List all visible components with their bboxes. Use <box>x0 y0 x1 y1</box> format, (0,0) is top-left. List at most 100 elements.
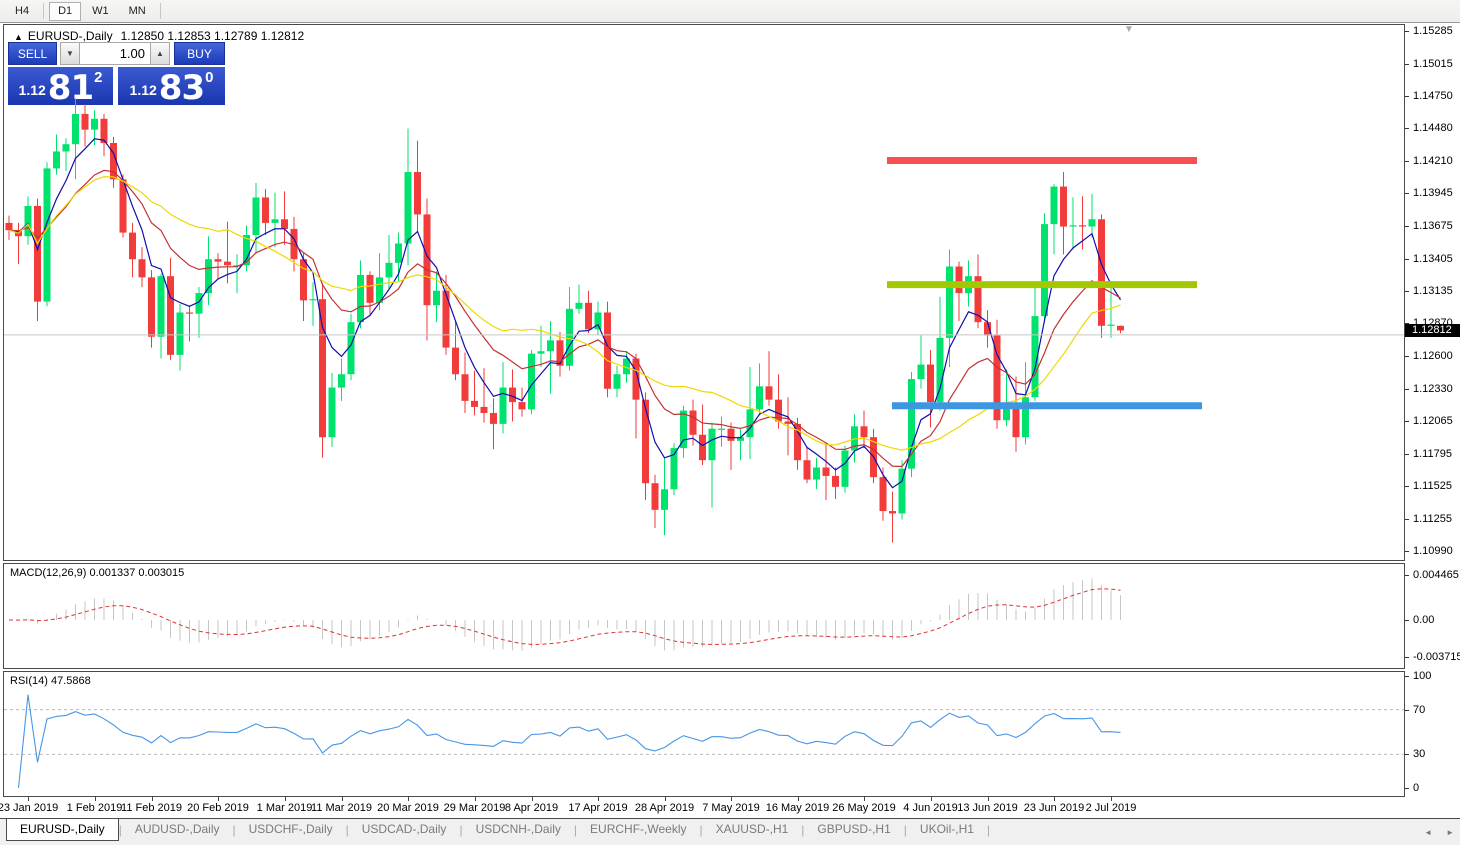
price-axis-label: 100 <box>1413 670 1432 682</box>
time-axis-label: 23 Jun 2019 <box>1023 802 1085 814</box>
price-axis-label: 1.11795 <box>1413 447 1452 460</box>
time-axis-tick <box>531 797 533 801</box>
price-axis-label: 1.11255 <box>1413 512 1452 525</box>
macd-label: MACD(12,26,9) 0.001337 0.003015 <box>10 567 185 579</box>
axis-tick <box>1405 486 1409 488</box>
time-axis-label: 7 May 2019 <box>702 802 760 814</box>
price-axis-label: 1.14750 <box>1413 89 1453 102</box>
time-axis-tick <box>731 797 732 801</box>
axis-tick <box>1405 388 1409 390</box>
tabs-scroll-left-icon[interactable]: ◄ <box>1424 828 1433 837</box>
time-axis-tick <box>930 797 932 801</box>
price-axis-label: 1.11525 <box>1413 480 1452 493</box>
tab-scroll-arrows: ◄ ► <box>1410 828 1454 837</box>
axis-tick <box>1405 420 1409 422</box>
axis-tick <box>1405 676 1409 677</box>
timeframe-d1-button[interactable]: D1 <box>49 1 82 21</box>
tab-separator: | <box>699 823 703 837</box>
symbol-tab-gbpusd-h1[interactable]: GBPUSD-,H1 <box>817 822 891 836</box>
arrow-down-icon: ▼ <box>66 49 74 58</box>
time-axis-label: 8 Apr 2019 <box>504 802 559 814</box>
time-axis-label: 17 Apr 2019 <box>568 802 628 814</box>
time-axis-label: 11 Mar 2019 <box>311 802 372 814</box>
time-axis-label: 11 Feb 2019 <box>121 802 182 814</box>
time-axis-label: 1 Mar 2019 <box>256 802 313 814</box>
axis-tick <box>1405 754 1409 756</box>
chart-ohlc-values: 1.12850 1.12853 1.12789 1.12812 <box>120 29 305 43</box>
axis-tick <box>1405 453 1409 455</box>
axis-tick <box>1405 128 1409 130</box>
time-axis-label: 4 Jun 2019 <box>903 802 958 814</box>
price-axis-label: 1.15015 <box>1413 57 1453 70</box>
price-scale[interactable]: 1.15285 1.15015 1.14750 1.14480 1.14210 1.139… <box>1405 24 1460 797</box>
time-axis-tick <box>987 797 989 801</box>
time-scale[interactable]: 23 Jan 2019 1 Feb 2019 11 Feb 2019 20 Feb 2… <box>0 797 1460 818</box>
symbol-tab-eurchf-weekly[interactable]: EURCHF-,Weekly <box>590 822 687 836</box>
tab-separator: | <box>232 823 236 837</box>
tab-separator: | <box>573 823 578 837</box>
symbol-tab-usdchf-daily[interactable]: USDCHF-,Daily <box>248 822 333 836</box>
price-axis-label: 0 <box>1413 782 1420 794</box>
price-axis-label: 0.00 <box>1413 614 1435 626</box>
axis-tick <box>1405 356 1409 358</box>
time-axis-label: 13 Jun 2019 <box>957 802 1018 814</box>
symbol-tab-audusd-daily[interactable]: AUDUSD-,Daily <box>134 822 220 836</box>
time-axis-label: 2 Jul 2019 <box>1085 802 1137 814</box>
axis-tick <box>1405 323 1409 325</box>
price-axis-label: 1.12330 <box>1413 382 1453 395</box>
time-axis-tick <box>284 797 286 801</box>
volume-decrease-button[interactable]: ▼ <box>60 42 80 65</box>
tab-separator: | <box>459 823 463 837</box>
symbol-tab-xauusd-h1[interactable]: XAUUSD-,H1 <box>715 822 789 836</box>
macd-panel[interactable]: MACD(12,26,9) 0.001337 0.003015 <box>3 563 1405 669</box>
price-axis-label: 1.14480 <box>1413 122 1453 135</box>
time-axis-tick <box>474 797 476 801</box>
sell-price-prefix: 1.12 <box>18 82 46 98</box>
axis-tick <box>1405 291 1409 293</box>
buy-price-display[interactable]: 1.12 83 0 <box>118 67 225 105</box>
macd-canvas[interactable] <box>4 564 1404 668</box>
buy-button[interactable]: BUY <box>174 42 225 65</box>
axis-tick <box>1405 657 1409 659</box>
axis-tick <box>1405 161 1409 163</box>
timeframe-mn-button[interactable]: MN <box>128 4 146 17</box>
time-axis-tick <box>797 797 799 801</box>
chart-symbol-label: EURUSD-,Daily <box>27 29 113 43</box>
volume-input[interactable] <box>80 42 150 65</box>
time-axis-tick <box>864 797 865 801</box>
price-axis-label: 1.10990 <box>1413 545 1453 557</box>
sell-price-big: 81 <box>47 67 94 108</box>
symbol-tab-usdcad-daily[interactable]: USDCAD-,Daily <box>361 822 447 836</box>
rsi-canvas[interactable] <box>4 672 1404 796</box>
timeframe-h4-button[interactable]: H4 <box>15 4 30 17</box>
price-axis-label: -0.003715 <box>1413 651 1460 664</box>
price-axis-label: 1.13135 <box>1413 285 1453 298</box>
price-axis-label: 1.12065 <box>1413 414 1453 427</box>
rsi-panel[interactable]: RSI(14) 47.5868 <box>3 671 1405 797</box>
symbol-tab-usdcnh-daily[interactable]: USDCNH-,Daily <box>475 822 561 836</box>
tab-separator: | <box>118 823 122 837</box>
time-axis-tick <box>218 797 219 801</box>
price-chart-panel[interactable]: ▲ EURUSD-,Daily 1.12850 1.12853 1.12789 1.… <box>3 24 1405 561</box>
buy-price-superscript: 0 <box>205 69 214 86</box>
timeframe-w1-button[interactable]: W1 <box>92 4 109 17</box>
price-axis-label: 1.13405 <box>1413 252 1453 265</box>
time-axis-label: 1 Feb 2019 <box>66 802 123 814</box>
price-axis-label: 1.12600 <box>1413 350 1453 363</box>
chart-scroll-marker-icon: ▼ <box>1124 24 1134 35</box>
collapse-triangle-icon[interactable]: ▲ <box>14 32 23 42</box>
chart-header: ▲ EURUSD-,Daily 1.12850 1.12853 1.12789 1.… <box>14 29 304 43</box>
tabs-scroll-right-icon[interactable]: ► <box>1446 828 1454 837</box>
symbol-tabbar: EURUSD-,Daily | AUDUSD-,Daily | USDCHF-,Dail… <box>0 818 1460 845</box>
time-axis-label: 16 May 2019 <box>765 802 830 814</box>
sell-price-display[interactable]: 1.12 81 2 <box>8 67 113 105</box>
volume-increase-button[interactable]: ▲ <box>150 42 170 65</box>
symbol-tab-ukoil-h1[interactable]: UKOil-,H1 <box>919 822 974 836</box>
time-axis-label: 23 Jan 2019 <box>0 802 59 814</box>
sell-price-superscript: 2 <box>94 69 103 86</box>
symbol-tab-eurusd-daily[interactable]: EURUSD-,Daily <box>6 819 119 841</box>
main-chart-canvas[interactable] <box>4 25 1404 560</box>
sell-button[interactable]: SELL <box>8 42 57 65</box>
rsi-label: RSI(14) 47.5868 <box>10 675 91 687</box>
